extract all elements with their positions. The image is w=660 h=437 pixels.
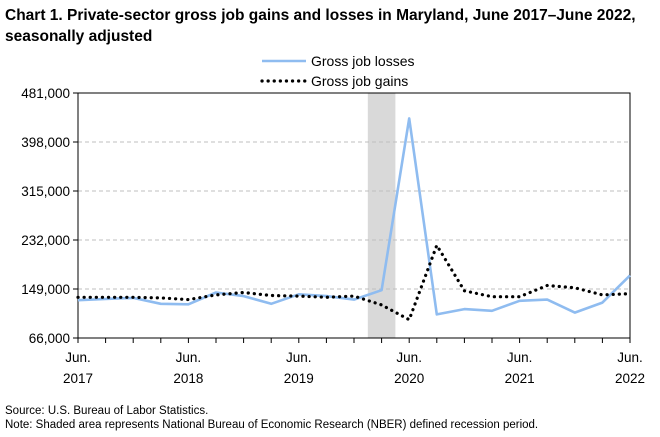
recession-band-layer (367, 93, 396, 338)
recession-band (367, 93, 396, 338)
x-tick-label-month: Jun. (617, 350, 643, 365)
x-tick-label-month: Jun. (396, 350, 422, 365)
legend-label: Gross job losses (311, 53, 414, 69)
x-tick-label-year: 2020 (394, 371, 424, 386)
series-lines (76, 117, 632, 322)
x-tick-label-year: 2022 (615, 371, 645, 386)
axes: 481,000 398,000 315,000 232,000 149,000 66,00… (21, 86, 645, 386)
legend-label: Gross job gains (311, 73, 408, 89)
recession-note: Note: Shaded area represents National Bu… (5, 419, 539, 431)
y-tick-label: 398,000 (21, 135, 70, 150)
x-tick-label-month: Jun. (286, 350, 312, 365)
x-tick-label-month: Jun. (65, 350, 91, 365)
series-line-gross-job-losses (77, 117, 631, 316)
x-tick-label-year: 2019 (284, 371, 314, 386)
series-line-gross-job-gains (76, 243, 632, 322)
chart-title: Chart 1. Private-sector gross job gains … (5, 7, 636, 45)
x-tick-label-year: 2021 (505, 371, 535, 386)
plot-border (77, 92, 631, 339)
x-tick-label-year: 2017 (63, 371, 93, 386)
y-tick-label: 232,000 (21, 233, 70, 248)
x-tick-label-month: Jun. (507, 350, 533, 365)
x-tick-label-year: 2018 (173, 371, 203, 386)
x-tick-label-month: Jun. (176, 350, 202, 365)
gridlines (78, 141, 630, 290)
source-note: Source: U.S. Bureau of Labor Statistics. (5, 405, 209, 417)
y-tick-label: 66,000 (29, 331, 70, 346)
y-tick-label: 149,000 (21, 282, 70, 297)
legend: Gross job losses Gross job gains (260, 53, 414, 89)
y-tick-label: 481,000 (21, 86, 70, 101)
y-tick-label: 315,000 (21, 184, 70, 199)
